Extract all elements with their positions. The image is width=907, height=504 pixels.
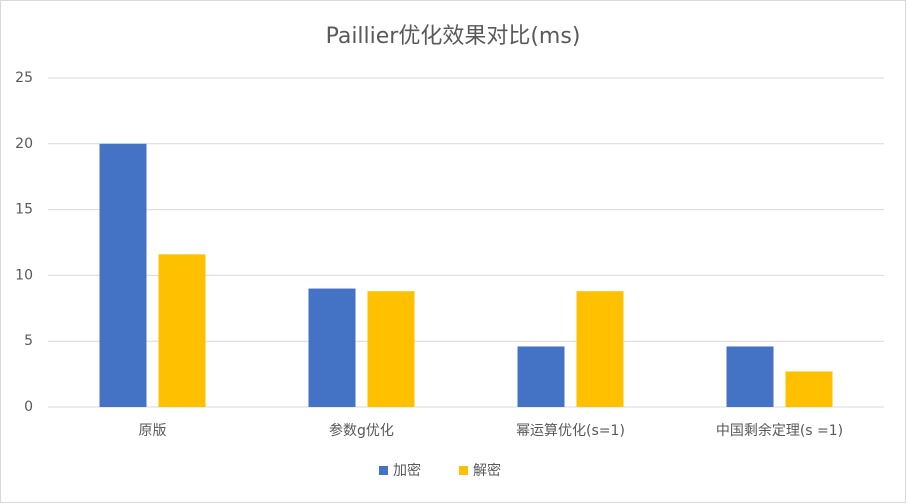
x-tick-label: 参数g优化: [329, 422, 394, 439]
bar: [517, 346, 565, 407]
bar: [726, 346, 774, 407]
bar: [99, 143, 147, 408]
y-tick-label: 25: [15, 70, 33, 86]
y-tick-label: 15: [15, 202, 33, 218]
bar: [367, 291, 415, 407]
bar: [308, 288, 356, 407]
y-tick-label: 5: [24, 333, 33, 349]
bar: [158, 254, 206, 407]
y-tick-label: 20: [15, 136, 33, 152]
chart-title: Paillier优化效果对比(ms): [326, 24, 581, 49]
x-tick-label: 幂运算优化(s=1): [516, 423, 625, 439]
legend-label: 解密: [473, 462, 501, 479]
legend-swatch: [459, 466, 468, 475]
x-tick-label: 中国剩余定理(s =1): [716, 422, 843, 439]
y-tick-label: 10: [15, 267, 33, 283]
legend-label: 加密: [393, 462, 421, 479]
legend-swatch: [379, 466, 388, 475]
bar: [576, 291, 624, 407]
x-tick-label: 原版: [139, 423, 167, 439]
y-tick-label: 0: [24, 399, 33, 415]
bar: [785, 371, 833, 407]
